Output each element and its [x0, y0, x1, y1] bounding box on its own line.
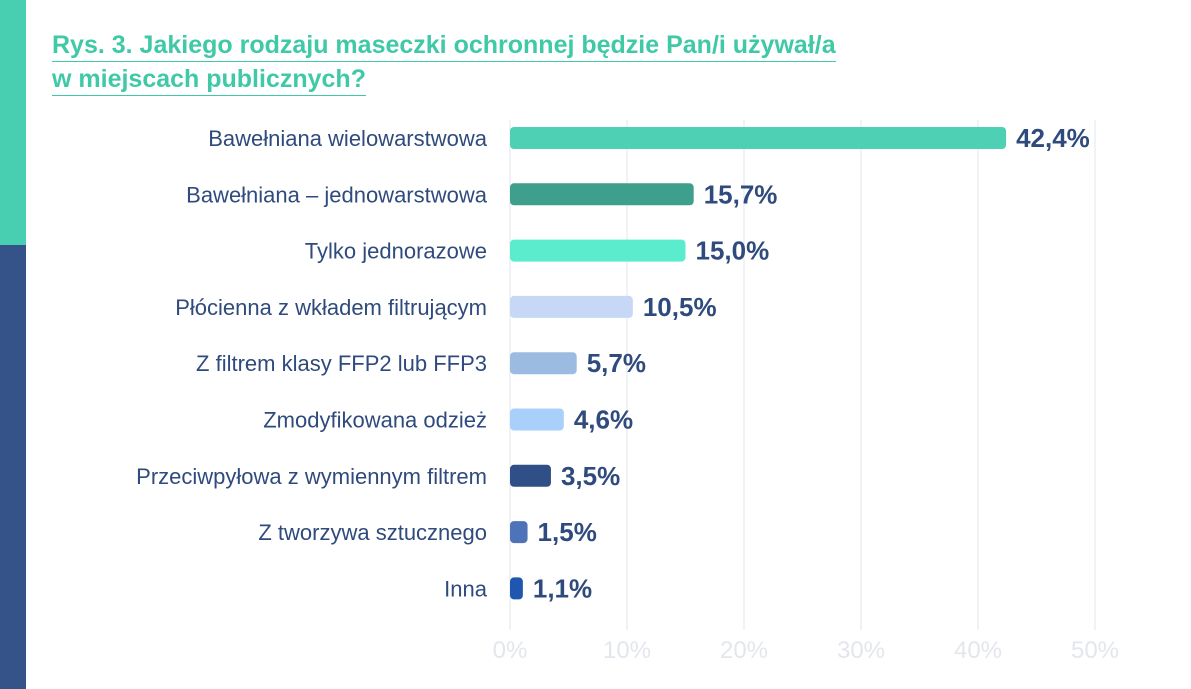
- bar: [510, 183, 694, 206]
- labels: Bawełniana wielowarstwowa 42,4% Bawełniana…: [136, 123, 1090, 603]
- chart-title-line-1: Rys. 3. Jakiego rodzaju maseczki ochronn…: [52, 30, 836, 62]
- x-tick-label: 0%: [493, 637, 528, 664]
- chart-title-line-2: w miejscach publicznych?: [52, 64, 366, 96]
- category-label: Płócienna z wkładem filtrującym: [175, 295, 487, 320]
- value-label: 1,5%: [538, 517, 597, 547]
- category-label: Tylko jednorazowe: [305, 239, 487, 264]
- value-label: 3,5%: [561, 461, 620, 491]
- x-tick-label: 10%: [603, 637, 651, 664]
- bars: [510, 127, 1007, 600]
- x-tick-label: 40%: [954, 637, 1002, 664]
- category-label: Przeciwpyłowa z wymiennym filtrem: [136, 464, 487, 489]
- value-label: 15,0%: [696, 236, 770, 266]
- bar: [510, 295, 633, 318]
- category-label: Bawełniana wielowarstwowa: [208, 126, 488, 151]
- bar: [510, 577, 523, 600]
- value-label: 42,4%: [1016, 123, 1090, 153]
- x-tick-label: 20%: [720, 637, 768, 664]
- value-label: 5,7%: [587, 348, 646, 378]
- bar: [510, 408, 564, 431]
- value-label: 4,6%: [574, 405, 633, 435]
- side-accent-bar-top: [0, 0, 26, 245]
- bar: [510, 464, 551, 487]
- value-label: 10,5%: [643, 292, 717, 322]
- value-label: 15,7%: [704, 179, 778, 209]
- bar: [510, 127, 1007, 149]
- chart-title: Rys. 3. Jakiego rodzaju maseczki ochronn…: [52, 30, 836, 98]
- bar: [510, 521, 528, 544]
- category-label: Z tworzywa sztucznego: [258, 520, 487, 545]
- value-label: 1,1%: [533, 573, 592, 603]
- bar: [510, 239, 686, 262]
- bar: [510, 352, 577, 375]
- x-axis-ticks: 0% 10% 20% 30% 40% 50%: [493, 637, 1119, 664]
- x-tick-label: 50%: [1071, 637, 1119, 664]
- x-tick-label: 30%: [837, 637, 885, 664]
- category-label: Z filtrem klasy FFP2 lub FFP3: [196, 351, 487, 376]
- category-label: Inna: [444, 576, 488, 601]
- category-label: Zmodyfikowana odzież: [263, 408, 487, 433]
- side-accent-bar-bottom: [0, 245, 26, 689]
- category-label: Bawełniana – jednowarstwowa: [186, 182, 488, 207]
